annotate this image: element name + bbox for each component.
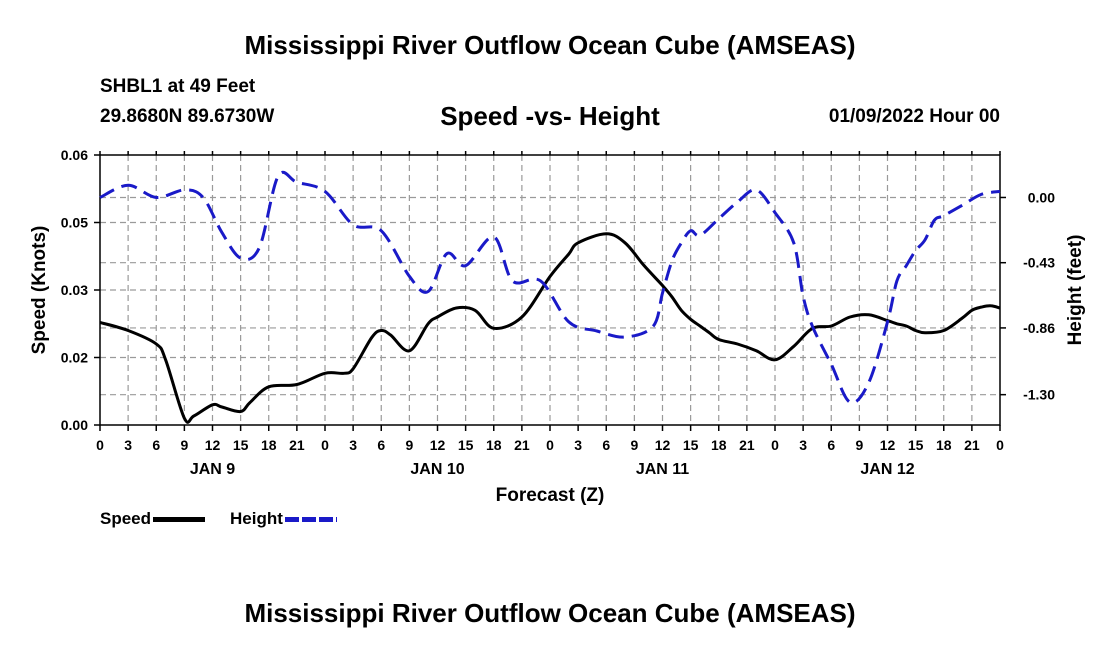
x-tick-label: 21 [739, 437, 755, 453]
x-tick-label: 15 [233, 437, 249, 453]
y-tick-label: 0.00 [61, 417, 88, 433]
y2-tick-label: -0.43 [1023, 255, 1055, 271]
y-tick-label: 0.05 [61, 215, 88, 231]
speed-series-line [99, 232, 1001, 424]
x-tick-label: 6 [602, 437, 610, 453]
legend-speed: Speed [100, 509, 206, 529]
x-tick-label: 15 [683, 437, 699, 453]
height-series-line [99, 170, 1001, 405]
legend-speed-swatch [153, 516, 206, 522]
x-tick-label: 12 [655, 437, 671, 453]
x-tick-label: 0 [321, 437, 329, 453]
x-tick-label: 9 [855, 437, 863, 453]
x-tick-label: 3 [124, 437, 132, 453]
y-tick-label: 0.02 [61, 350, 88, 366]
x-tick-label: 18 [936, 437, 952, 453]
day-label: JAN 10 [410, 461, 464, 478]
x-tick-label: 9 [630, 437, 638, 453]
day-label: JAN 11 [636, 461, 689, 478]
y2-tick-label: -0.86 [1023, 320, 1055, 336]
chart-bottom-title: Mississippi River Outflow Ocean Cube (AM… [244, 598, 856, 628]
x-tick-label: 21 [289, 437, 305, 453]
x-tick-label: 6 [377, 437, 385, 453]
x-tick-label: 21 [964, 437, 980, 453]
chart-main-title: Mississippi River Outflow Ocean Cube (AM… [244, 30, 856, 60]
x-tick-label: 9 [405, 437, 413, 453]
x-tick-label: 18 [486, 437, 502, 453]
forecast-datestamp: 01/09/2022 Hour 00 [828, 106, 1000, 127]
x-axis-title: Forecast (Z) [496, 485, 605, 506]
y2-tick-label: 0.00 [1028, 189, 1055, 205]
chart-subtitle: Speed -vs- Height [440, 101, 660, 131]
day-label: JAN 12 [860, 461, 914, 478]
x-tick-label: 9 [180, 437, 188, 453]
x-tick-label: 18 [261, 437, 277, 453]
y-axis-title: Speed (Knots) [29, 226, 50, 355]
legend-height-swatch [284, 516, 337, 522]
x-tick-label: 0 [996, 437, 1004, 453]
x-tick-label: 12 [880, 437, 896, 453]
x-tick-label: 15 [458, 437, 474, 453]
station-label: SHBL1 at 49 Feet [100, 76, 256, 97]
y-tick-label: 0.06 [61, 147, 88, 163]
x-tick-label: 21 [514, 437, 530, 453]
x-tick-label: 6 [152, 437, 160, 453]
x-tick-label: 0 [546, 437, 554, 453]
x-tick-label: 12 [205, 437, 221, 453]
x-tick-label: 3 [349, 437, 357, 453]
x-tick-label: 18 [711, 437, 727, 453]
y2-axis-title: Height (feet) [1065, 235, 1086, 346]
day-label: JAN 9 [190, 461, 235, 478]
y-tick-label: 0.03 [61, 282, 88, 298]
y2-tick-label: -1.30 [1023, 387, 1055, 403]
x-tick-label: 0 [96, 437, 104, 453]
legend-height: Height [230, 509, 337, 529]
station-coordinates: 29.8680N 89.6730W [100, 106, 275, 127]
legend-height-label: Height [230, 509, 283, 528]
x-tick-label: 6 [827, 437, 835, 453]
x-tick-label: 0 [771, 437, 779, 453]
legend-speed-label: Speed [100, 509, 152, 528]
x-tick-label: 12 [430, 437, 446, 453]
x-tick-label: 3 [574, 437, 582, 453]
x-tick-label: 3 [799, 437, 807, 453]
x-tick-label: 15 [908, 437, 924, 453]
